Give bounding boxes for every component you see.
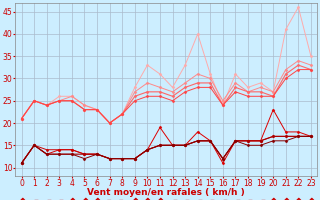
X-axis label: Vent moyen/en rafales ( km/h ): Vent moyen/en rafales ( km/h ) (87, 188, 245, 197)
